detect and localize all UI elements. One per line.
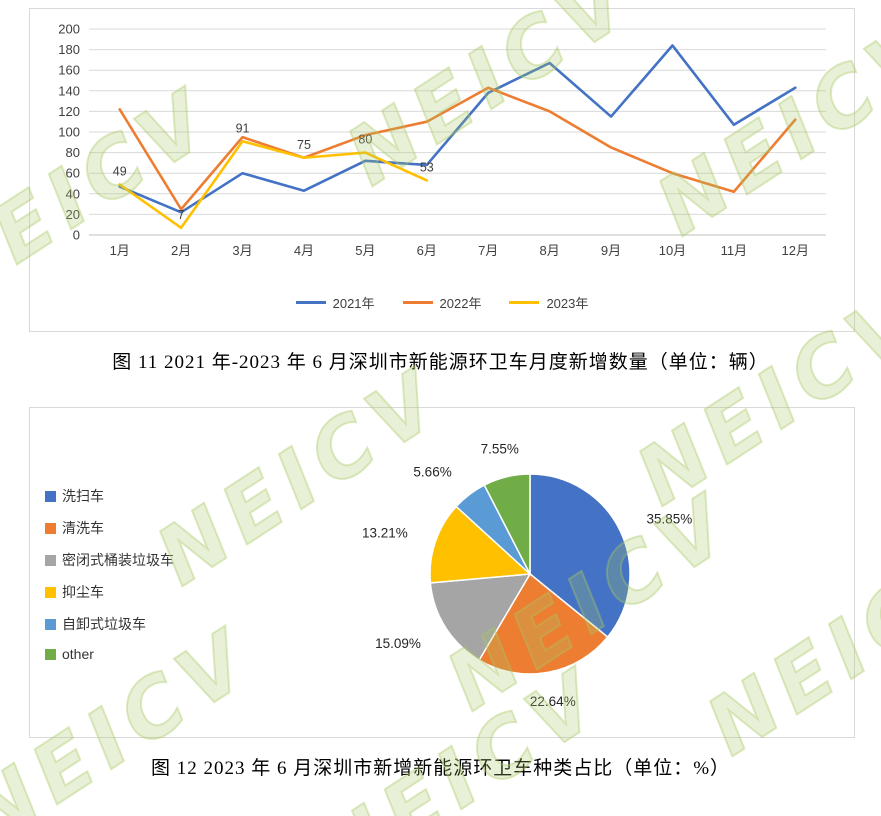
legend-label: 2021年 <box>332 296 375 311</box>
legend-line-swatch <box>402 301 433 304</box>
figure12-caption: 图 12 2023 年 6 月深圳市新增新能源环卫车种类占比（单位：%） <box>150 758 731 779</box>
pie-slice-清洗车 <box>478 572 609 675</box>
legend-square-swatch <box>45 618 56 630</box>
pie-legend-item-自卸式垃圾车: 自卸式垃圾车 <box>45 614 174 634</box>
pie-chart-legend: 洗扫车清洗车密闭式桶装垃圾车 抑尘车自卸式垃圾车 other <box>45 486 174 662</box>
x-axis-tick-label: 3月 <box>232 243 252 258</box>
legend-item-2022年: 2022年 <box>402 293 482 312</box>
y-axis-tick-label: 140 <box>58 83 80 98</box>
pie-data-label: 22.64% <box>530 694 576 709</box>
legend-square-swatch <box>45 554 56 566</box>
data-label: 53 <box>420 160 434 174</box>
x-axis-tick-label: 8月 <box>540 243 560 258</box>
legend-label: 清洗车 <box>62 520 104 536</box>
pie-slice-other <box>483 473 531 575</box>
y-axis-tick-label: 40 <box>66 186 80 201</box>
x-axis-tick-label: 7月 <box>478 243 498 258</box>
pie-data-label: 13.21% <box>362 526 408 541</box>
legend-label: 洗扫车 <box>62 488 104 504</box>
pie-chart-panel: 洗扫车清洗车密闭式桶装垃圾车 抑尘车自卸式垃圾车 other 35.85% 22.64… <box>29 407 855 738</box>
x-axis-tick-label: 2月 <box>171 243 191 258</box>
legend-label: 密闭式桶装垃圾车 <box>62 552 174 568</box>
pie-slice-密闭式桶装垃圾车 <box>429 573 532 662</box>
series-line-2023年 <box>118 139 429 230</box>
x-axis-tick-label: 11月 <box>721 243 748 258</box>
y-axis-tick-label: 60 <box>66 166 80 181</box>
legend-label: other <box>62 646 94 662</box>
y-axis-tick-label: 120 <box>58 104 80 119</box>
legend-square-swatch <box>45 648 56 660</box>
pie-data-label: 35.85% <box>647 512 693 527</box>
legend-square-swatch <box>45 522 56 534</box>
x-axis-tick-label: 5月 <box>355 243 375 258</box>
x-axis-tick-label: 10月 <box>659 243 686 258</box>
data-label: 49 <box>113 165 127 179</box>
pie-legend-item-抑尘车: 抑尘车 <box>45 582 174 602</box>
pie-slice-抑尘车 <box>429 505 532 584</box>
y-axis-tick-label: 200 <box>58 22 80 37</box>
x-axis-tick-label: 4月 <box>294 243 314 258</box>
y-axis-tick-label: 20 <box>66 207 80 222</box>
pie-legend-item-清洗车: 清洗车 <box>45 518 174 538</box>
pie-legend-item-密闭式桶装垃圾车: 密闭式桶装垃圾车 <box>45 550 174 570</box>
pie-legend-item-洗扫车: 洗扫车 <box>45 486 174 506</box>
legend-label: 抑尘车 <box>62 584 104 600</box>
legend-item-2021年: 2021年 <box>295 293 375 312</box>
y-axis-tick-label: 160 <box>58 63 80 78</box>
pie-data-label: 5.66% <box>413 465 451 480</box>
legend-item-2023年: 2023年 <box>509 293 588 312</box>
legend-label: 2022年 <box>439 296 482 311</box>
pie-data-label: 7.55% <box>481 442 519 457</box>
y-axis-tick-label: 80 <box>66 145 80 160</box>
line-chart: 0 20 40 60 80 100 120 140 160 180 200 1月 2月 3月 4月 5月 6月 7… <box>58 22 826 258</box>
legend-square-swatch <box>45 586 56 598</box>
y-axis-tick-label: 0 <box>73 228 80 243</box>
line-chart-legend: 2021年 2022年 2023年 <box>30 293 854 312</box>
legend-line-swatch <box>509 301 540 304</box>
legend-label: 2023年 <box>546 296 589 311</box>
y-axis-tick-label: 180 <box>58 42 80 57</box>
figure11-caption: 图 11 2021 年-2023 年 6 月深圳市新能源环卫车月度新增数量（单位… <box>112 352 769 373</box>
data-label: 7 <box>178 208 185 222</box>
data-label: 91 <box>236 121 250 135</box>
x-axis-tick-label: 9月 <box>601 243 621 258</box>
line-chart-panel: 0 20 40 60 80 100 120 140 160 180 200 1月 2月 3月 4月 5月 6月 7… <box>29 8 855 332</box>
pie-chart: 35.85% 22.64% 15.09% 13.21% 5.66% 7.55% <box>362 442 693 709</box>
pie-legend-item-other: other <box>45 646 174 662</box>
legend-square-swatch <box>45 490 56 502</box>
legend-label: 自卸式垃圾车 <box>62 616 146 632</box>
series-line-2022年 <box>118 86 797 211</box>
series-line-2021年 <box>118 44 797 214</box>
x-axis-tick-label: 1月 <box>110 243 130 258</box>
data-label: 80 <box>358 133 372 147</box>
legend-line-swatch <box>295 301 326 304</box>
y-axis-tick-label: 100 <box>58 125 80 140</box>
pie-data-label: 15.09% <box>375 636 421 651</box>
x-axis-tick-label: 12月 <box>782 243 809 258</box>
x-axis-tick-label: 6月 <box>417 243 437 258</box>
gridlines <box>89 28 826 236</box>
data-label: 75 <box>297 138 311 152</box>
pie-slice-洗扫车 <box>529 473 631 639</box>
